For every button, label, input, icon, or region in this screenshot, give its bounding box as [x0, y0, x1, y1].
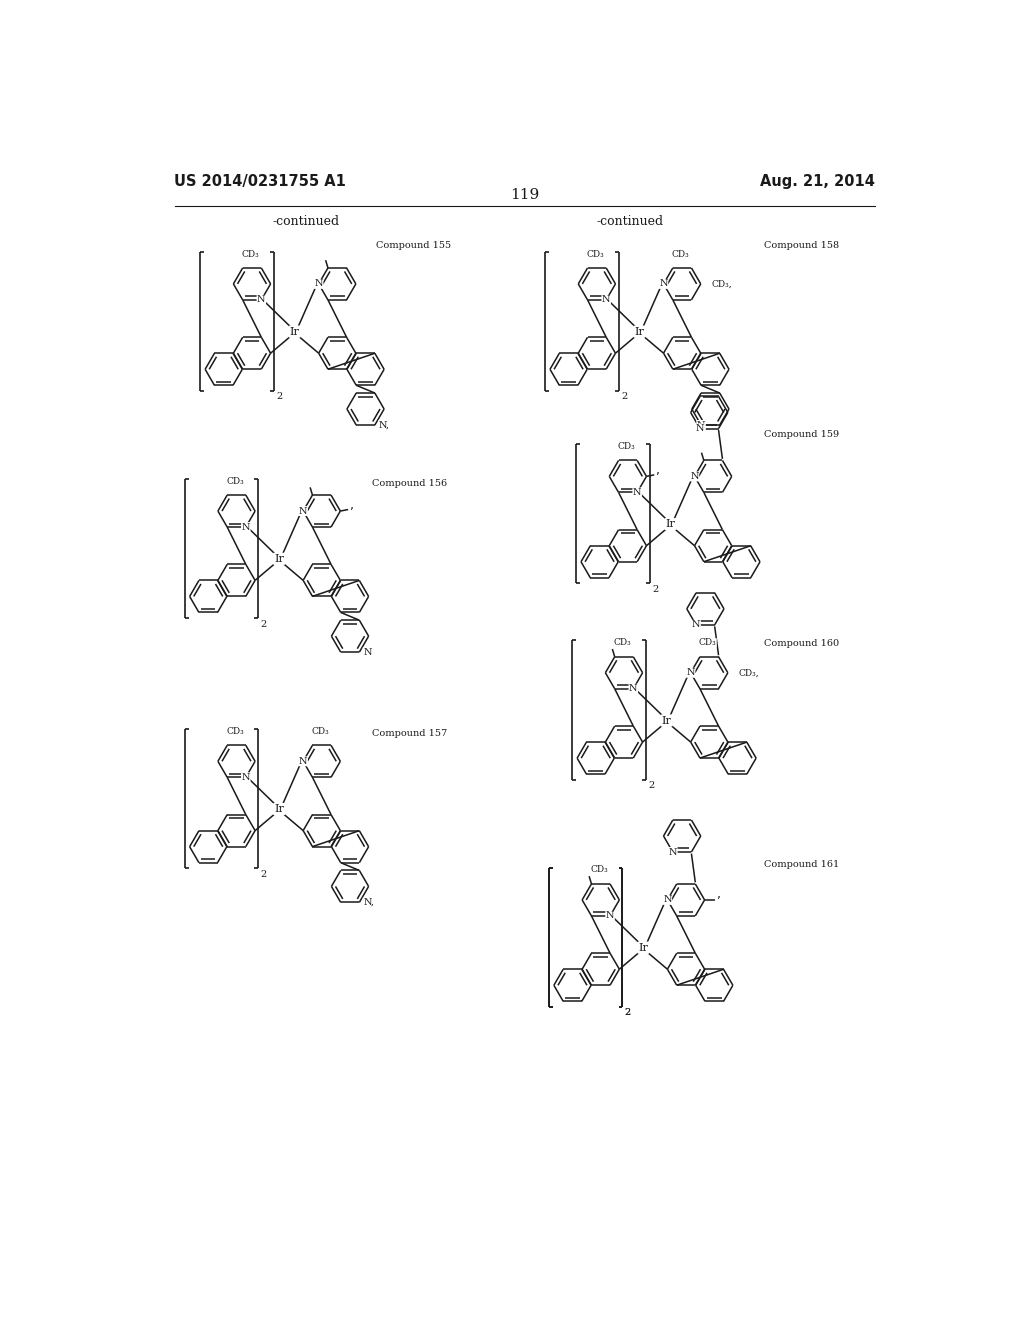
Text: 2: 2 — [260, 619, 267, 628]
Text: N: N — [257, 296, 265, 305]
Text: CD₃,: CD₃, — [712, 280, 732, 288]
Text: CD₃: CD₃ — [613, 639, 632, 647]
Text: -continued: -continued — [597, 215, 664, 228]
Text: 119: 119 — [510, 187, 540, 202]
Text: Ir: Ir — [635, 326, 644, 337]
Text: Aug. 21, 2014: Aug. 21, 2014 — [760, 174, 876, 189]
Text: CD₃: CD₃ — [587, 249, 604, 259]
Text: Compound 161: Compound 161 — [764, 861, 839, 869]
Text: US 2014/0231755 A1: US 2014/0231755 A1 — [174, 174, 346, 189]
Text: CD₃: CD₃ — [242, 249, 259, 259]
Text: N,: N, — [379, 421, 390, 429]
Text: N: N — [299, 756, 307, 766]
Text: N: N — [692, 620, 700, 630]
Text: Compound 158: Compound 158 — [764, 242, 839, 249]
Text: Compound 160: Compound 160 — [764, 639, 839, 648]
Text: Ir: Ir — [290, 326, 300, 337]
Text: CD₃: CD₃ — [590, 866, 608, 875]
Text: N: N — [695, 424, 705, 433]
Text: ,: , — [349, 499, 353, 512]
Text: N: N — [697, 421, 706, 429]
Text: N: N — [242, 772, 250, 781]
Text: CD₃: CD₃ — [698, 639, 717, 647]
Text: 2: 2 — [625, 1008, 631, 1018]
Text: Ir: Ir — [638, 942, 648, 953]
Text: ,: , — [717, 887, 721, 900]
Text: CD₃: CD₃ — [672, 249, 689, 259]
Text: Compound 157: Compound 157 — [372, 729, 447, 738]
Text: CD₃: CD₃ — [226, 477, 244, 486]
Text: Ir: Ir — [662, 715, 672, 726]
Text: N: N — [664, 895, 672, 904]
Text: N: N — [669, 847, 677, 857]
Text: 2: 2 — [621, 392, 627, 401]
Text: N: N — [606, 911, 614, 920]
Text: ,: , — [655, 465, 659, 477]
Text: 2: 2 — [625, 1008, 631, 1018]
Text: N: N — [686, 668, 695, 677]
Text: CD₃: CD₃ — [617, 442, 635, 451]
Text: N: N — [690, 473, 698, 480]
Text: Compound 159: Compound 159 — [764, 429, 839, 438]
Text: Compound 155: Compound 155 — [376, 242, 452, 249]
Text: 2: 2 — [648, 781, 654, 791]
Text: 2: 2 — [652, 585, 658, 594]
Text: N,: N, — [364, 898, 374, 907]
Text: Ir: Ir — [274, 804, 284, 814]
Text: 2: 2 — [260, 870, 267, 879]
Text: 2: 2 — [276, 392, 283, 401]
Text: N: N — [364, 648, 372, 656]
Text: CD₃: CD₃ — [311, 727, 329, 737]
Text: N: N — [659, 280, 668, 288]
Text: Ir: Ir — [274, 554, 284, 564]
Text: Ir: Ir — [666, 519, 676, 529]
Text: N: N — [629, 684, 638, 693]
Text: N: N — [633, 488, 641, 496]
Text: -continued: -continued — [272, 215, 340, 228]
Text: CD₃: CD₃ — [226, 727, 244, 737]
Text: N: N — [314, 280, 323, 288]
Text: N: N — [242, 523, 250, 532]
Text: N: N — [299, 507, 307, 516]
Text: N: N — [602, 296, 610, 305]
Text: CD₃,: CD₃, — [738, 668, 760, 677]
Text: Compound 156: Compound 156 — [372, 479, 447, 488]
